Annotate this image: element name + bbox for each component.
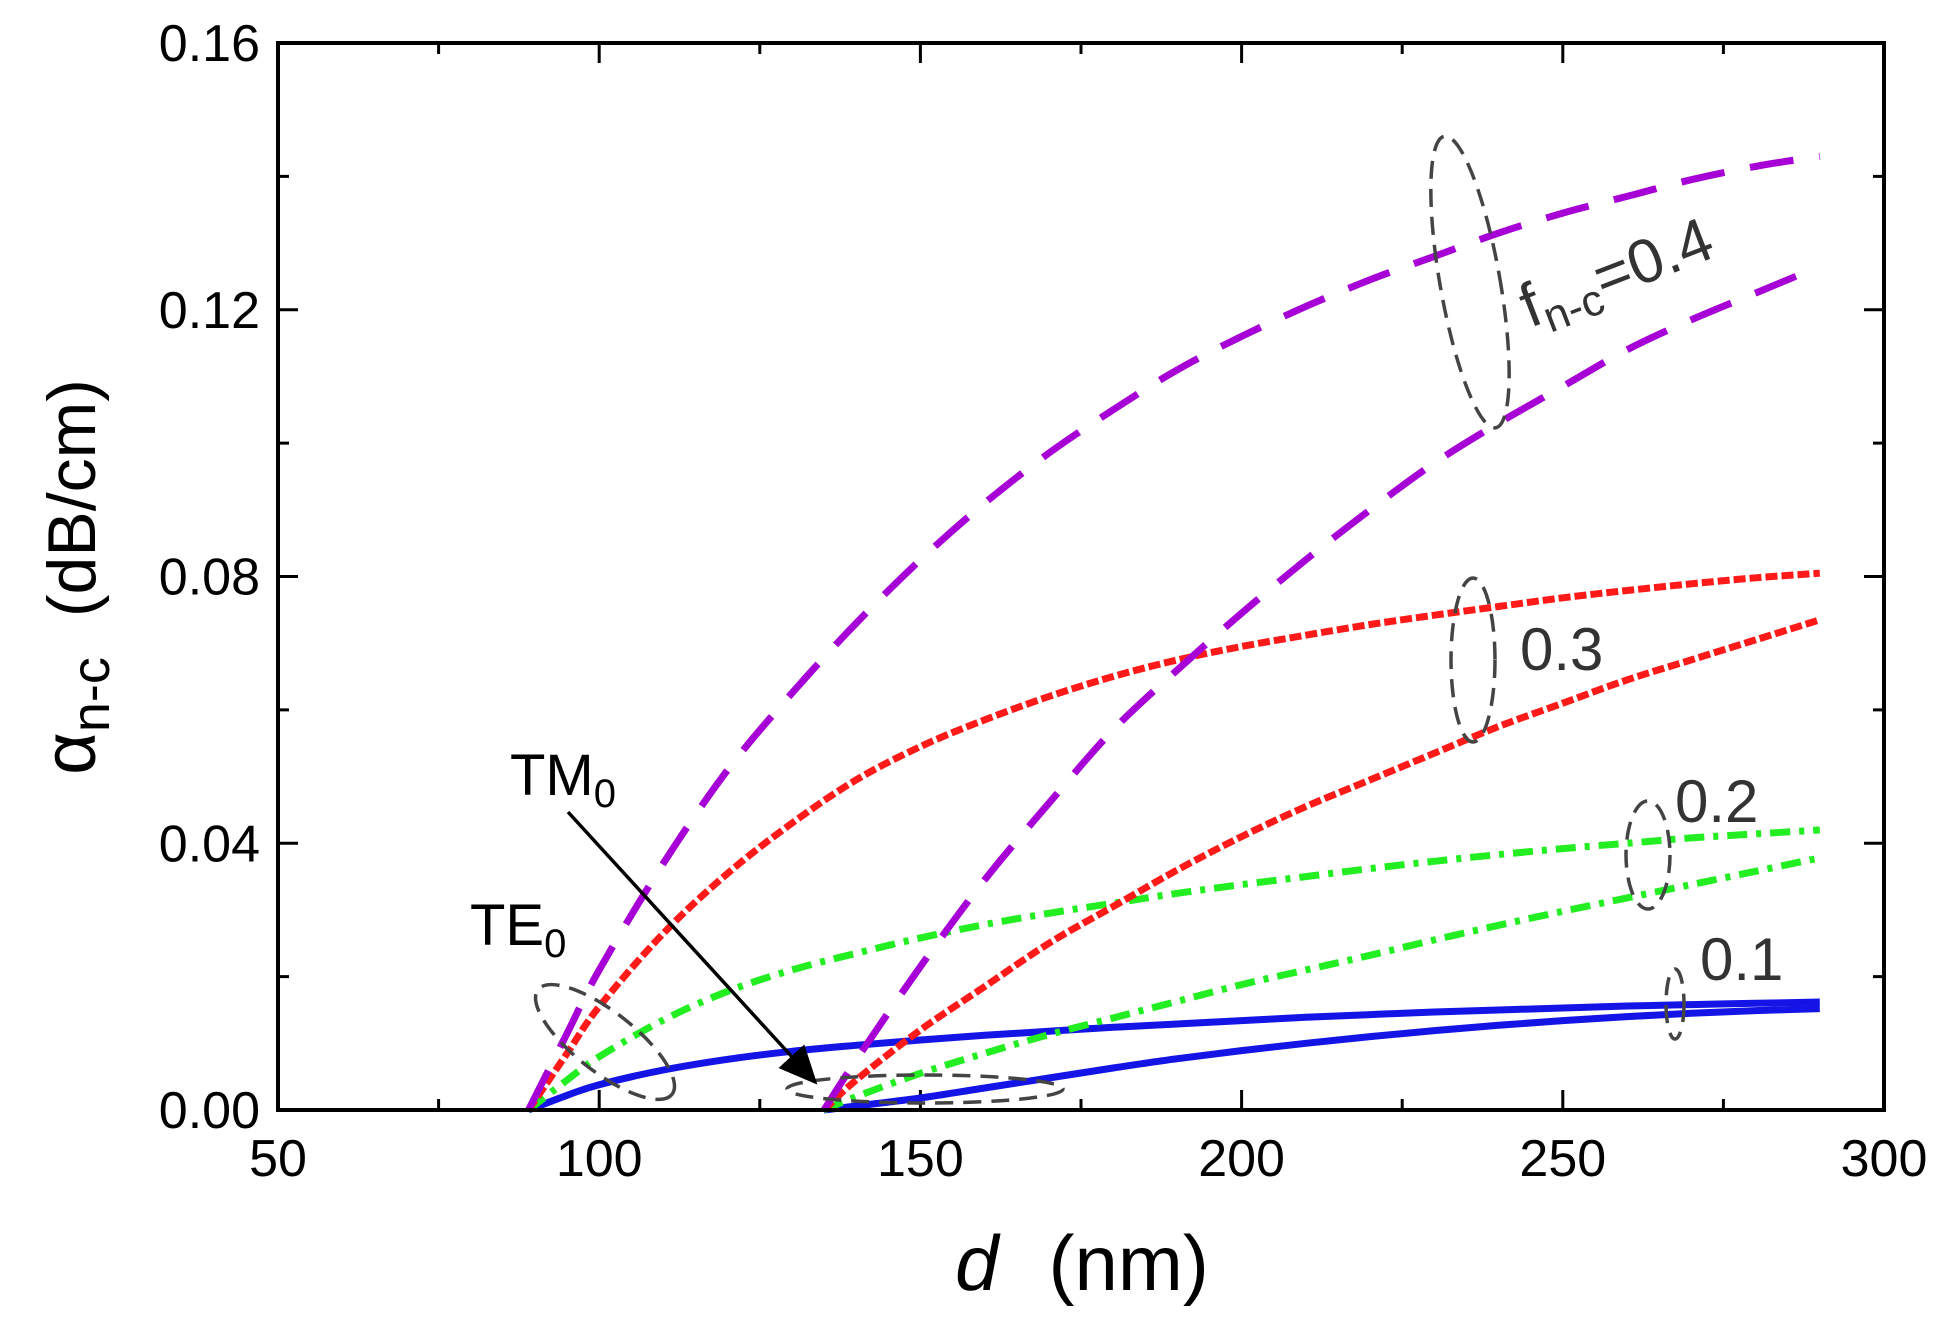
group-ellipse-f01 [1664,967,1686,1041]
label-f04: fn-c=0.4 [1510,205,1725,349]
series-tm0-f04 [821,263,1822,1112]
series-tm0-f03 [821,616,1821,1113]
y-tick-label: 0.04 [159,815,260,873]
y-tick-label: 0.08 [159,549,260,607]
label-f01: 0.1 [1700,926,1783,993]
group-ellipse-f04 [1429,134,1511,430]
x-tick-label: 300 [1841,1130,1928,1188]
group-ellipse-f03 [1449,576,1497,744]
label-f02: 0.2 [1675,768,1758,835]
series-te0-f03 [525,569,1821,1112]
y-axis-title: αn-c(dB/cm) [28,379,121,775]
x-tick-label: 250 [1519,1130,1606,1188]
series-tm0-f02 [822,854,1821,1114]
label-te0: TE0 [470,893,566,966]
x-tick-label: 150 [877,1130,964,1188]
label-f03: 0.3 [1520,616,1603,683]
plot-frame [276,41,1886,1112]
group-ellipse-te0 [533,982,677,1102]
x-tick-label: 50 [249,1130,307,1188]
y-tick-label: 0.16 [159,15,260,73]
series-lines [525,152,1822,1114]
label-tm0: TM0 [510,743,616,816]
x-tick-label: 100 [556,1130,643,1188]
group-ellipse-tm0 [785,1073,1065,1105]
tm0-arrow [566,810,818,1085]
y-tick-label: 0.12 [159,282,260,340]
series-te0-f04 [525,152,1821,1112]
series-tm0-f01 [823,1005,1820,1114]
y-tick-label: 0.00 [159,1082,260,1140]
x-axis-title: d (nm) [955,1219,1209,1307]
tick-labels: 50 100 150 200 250 300 0.00 0.04 0.08 0.12 0.16 [159,15,1928,1188]
group-ellipse-f02 [1624,799,1672,911]
x-tick-label: 200 [1198,1130,1285,1188]
series-te0-f01 [527,998,1820,1114]
